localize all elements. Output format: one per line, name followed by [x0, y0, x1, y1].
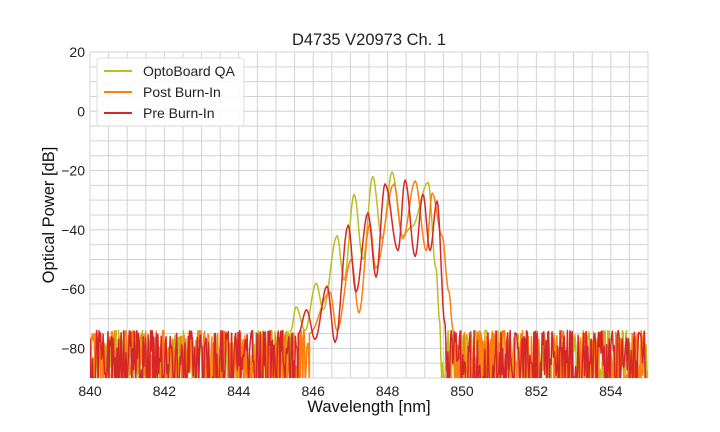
legend-label-pre-burn-in: Pre Burn-In [143, 105, 215, 121]
legend-label-optoboard-qa: OptoBoard QA [143, 63, 235, 79]
x-tick-label: 850 [450, 383, 474, 399]
y-tick-label: 0 [77, 103, 85, 119]
y-axis-label: Optical Power [dB] [40, 147, 58, 284]
x-tick-label: 844 [227, 383, 251, 399]
series-line-pre-burn-in [90, 179, 646, 378]
legend-box [96, 57, 245, 127]
x-tick-label: 852 [525, 383, 549, 399]
x-tick-label: 842 [153, 383, 177, 399]
x-tick-label: 848 [376, 383, 400, 399]
x-tick-label: 840 [78, 383, 102, 399]
x-tick-label: 846 [302, 383, 326, 399]
y-tick-label: −80 [61, 340, 85, 356]
series-line-optoboard-qa [90, 171, 648, 378]
x-tick-label: 854 [599, 383, 623, 399]
y-tick-label: −20 [61, 163, 85, 179]
x-axis-ticks: 840 842 844 846 848 850 852 854 [78, 383, 622, 399]
y-tick-label: −60 [61, 281, 85, 297]
y-axis-ticks: 20 0 −20 −40 −60 −80 [61, 44, 85, 356]
chart-title: D4735 V20973 Ch. 1 [292, 31, 446, 49]
y-tick-label: −40 [61, 222, 85, 238]
series-lines [90, 171, 648, 378]
y-tick-label: 20 [69, 44, 85, 60]
x-axis-label: Wavelength [nm] [307, 398, 430, 416]
legend: OptoBoard QA Post Burn-In Pre Burn-In [96, 57, 245, 127]
legend-label-post-burn-in: Post Burn-In [143, 84, 221, 100]
